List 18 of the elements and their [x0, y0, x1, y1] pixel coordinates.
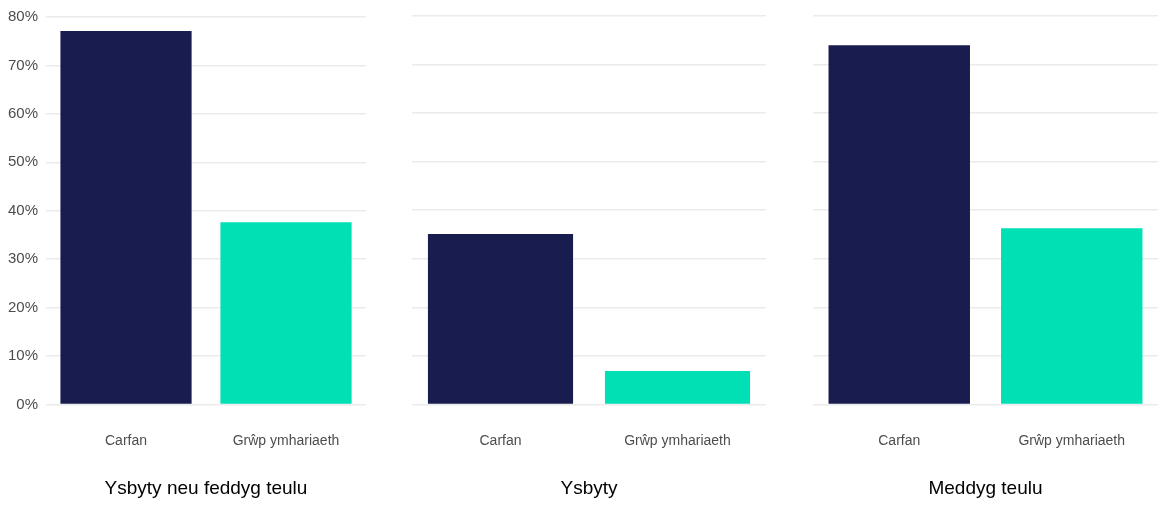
x-tick-label: Carfan	[878, 431, 921, 448]
y-tick-label: 40%	[7, 200, 39, 218]
x-tick-label: Grŵp ymhariaeth	[1018, 431, 1126, 448]
x-axis-title: Ysbyty	[560, 476, 618, 498]
x-tick-label: Grŵp ymhariaeth	[624, 431, 731, 448]
x-axis-title: Ysbyty neu feddyg teulu	[104, 476, 308, 498]
y-tick-label: 70%	[7, 55, 39, 73]
y-tick-label: 20%	[7, 297, 39, 315]
y-tick-label: 0%	[16, 394, 39, 412]
y-tick-label: 60%	[7, 103, 39, 121]
y-tick-label: 30%	[7, 249, 39, 267]
x-tick-label: Carfan	[479, 431, 522, 448]
y-tick-label: 50%	[7, 152, 39, 170]
y-tick-label: 10%	[7, 346, 39, 364]
x-tick-label: Grŵp ymhariaeth	[232, 431, 340, 448]
x-axis-title: Meddyg teulu	[928, 476, 1043, 498]
x-tick-label: Carfan	[105, 431, 148, 448]
y-tick-label: 80%	[7, 7, 39, 25]
